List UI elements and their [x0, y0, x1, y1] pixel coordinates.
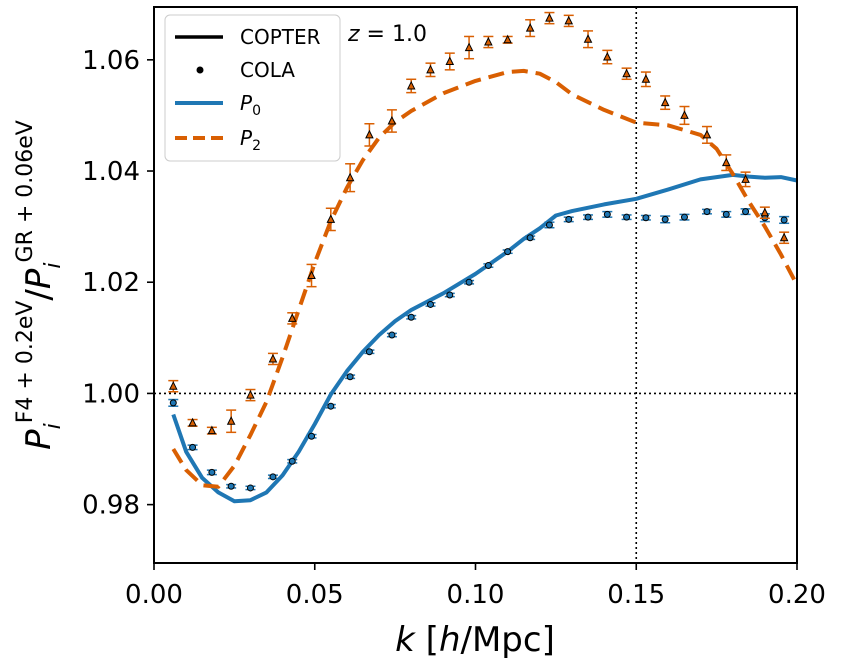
cola-p2-point	[207, 425, 217, 435]
cola-p2-point	[287, 313, 297, 322]
cola-p0-point	[227, 482, 235, 490]
cola-p2-point	[464, 42, 474, 52]
cola-p2-point	[525, 23, 535, 32]
cola-p0-point	[526, 234, 534, 242]
cola-p0-point	[465, 278, 473, 286]
cola-p0-point	[722, 210, 730, 218]
cola-p0-point	[327, 402, 335, 410]
y-tick-label: 1.00	[82, 379, 140, 409]
cola-p2-point	[188, 417, 197, 427]
cola-p0-point	[388, 331, 396, 339]
cola-p0-point	[246, 484, 254, 492]
cola-p2-point	[741, 174, 750, 183]
cola-p0-point	[545, 221, 553, 229]
cola-p0-point	[603, 210, 611, 218]
cola-p0-point	[742, 208, 750, 216]
cola-p2-point	[307, 270, 316, 280]
cola-p2-point	[760, 207, 770, 217]
cola-p0-point	[661, 215, 669, 223]
cola-p2-point	[246, 389, 255, 399]
cola-p2-point	[326, 214, 336, 223]
x-tick-label: 0.15	[607, 580, 665, 610]
cola-p2-point	[387, 115, 397, 125]
cola-p2-point	[484, 36, 493, 46]
y-axis-title: PiF4 + 0.2eV/PiGR + 0.06eV	[13, 120, 66, 450]
cola-p0-point	[288, 457, 296, 465]
cola-p2-point	[641, 74, 651, 83]
cola-p2-point	[680, 110, 689, 119]
cola-p0-point	[484, 262, 492, 270]
cola-p2-point	[503, 34, 512, 44]
cola-p2-point	[268, 353, 278, 363]
cola-p2-point	[445, 56, 455, 65]
cola-p2-point	[779, 232, 789, 242]
x-tick-label: 0.10	[447, 580, 505, 610]
cola-p2-point	[660, 97, 670, 107]
cola-p0-point	[346, 373, 354, 381]
legend-p0-label: P0	[240, 91, 261, 119]
cola-p0-point	[308, 432, 316, 440]
copter-line-p0	[171, 172, 798, 504]
cola-p2-point	[365, 129, 374, 139]
cola-p0-point	[189, 443, 197, 451]
y-tick-label: 1.02	[82, 268, 140, 298]
x-tick-label: 0.20	[768, 580, 826, 610]
reference-lines	[154, 7, 797, 563]
y-tick-label: 1.06	[82, 46, 140, 76]
copter-line-p2	[171, 68, 799, 489]
legend: COPTER COLA P0 P2	[164, 14, 341, 162]
cola-p0-point	[208, 468, 216, 476]
y-tick-label: 1.04	[82, 157, 140, 187]
cola-p2-point	[603, 51, 612, 61]
cola-p2-point	[406, 80, 416, 90]
cola-p2-point	[345, 172, 355, 182]
cola-p0-point	[407, 313, 415, 321]
cola-p0-point	[780, 216, 788, 224]
cola-p0-point	[703, 208, 711, 216]
cola-p2-point	[702, 129, 712, 139]
cola-p0-point	[169, 399, 177, 407]
copter-lines	[171, 68, 799, 504]
legend-cola-label: COLA	[240, 58, 295, 82]
y-axis: 0.98 1.00 1.02 1.04 1.06	[82, 46, 154, 521]
x-axis: 0.00 0.05 0.10 0.15 0.20	[125, 563, 826, 610]
cola-p0-point	[504, 248, 512, 256]
legend-box	[164, 14, 341, 162]
x-tick-label: 0.05	[286, 580, 344, 610]
x-tick-label: 0.00	[125, 580, 183, 610]
cola-p0-point	[623, 213, 631, 221]
cola-p0-point	[365, 348, 373, 356]
cola-p2-point	[426, 64, 435, 74]
cola-p0-point	[584, 213, 592, 221]
legend-copter-label: COPTER	[240, 25, 321, 49]
y-tick-label: 0.98	[82, 491, 140, 521]
cola-points	[168, 11, 790, 492]
cola-p0-point	[269, 473, 277, 481]
cola-p0-point	[680, 213, 688, 221]
cola-p2-point	[583, 34, 593, 43]
cola-p0-point	[565, 215, 573, 223]
redshift-annotation: z = 1.0	[347, 22, 427, 47]
cola-p0-point	[446, 291, 454, 299]
cola-p0-point	[426, 300, 434, 308]
cola-p0-point	[642, 214, 650, 222]
legend-cola-swatch	[196, 66, 204, 74]
cola-p2-point	[168, 381, 178, 390]
cola-p2-point	[226, 416, 236, 425]
legend-p2-label: P2	[240, 126, 261, 154]
x-axis-title: k [h/Mpc]	[395, 620, 555, 660]
cola-p2-point	[622, 68, 631, 78]
cola-p2-point	[721, 157, 731, 167]
cola-p2-point	[564, 15, 574, 25]
cola-p2-point	[545, 13, 554, 22]
